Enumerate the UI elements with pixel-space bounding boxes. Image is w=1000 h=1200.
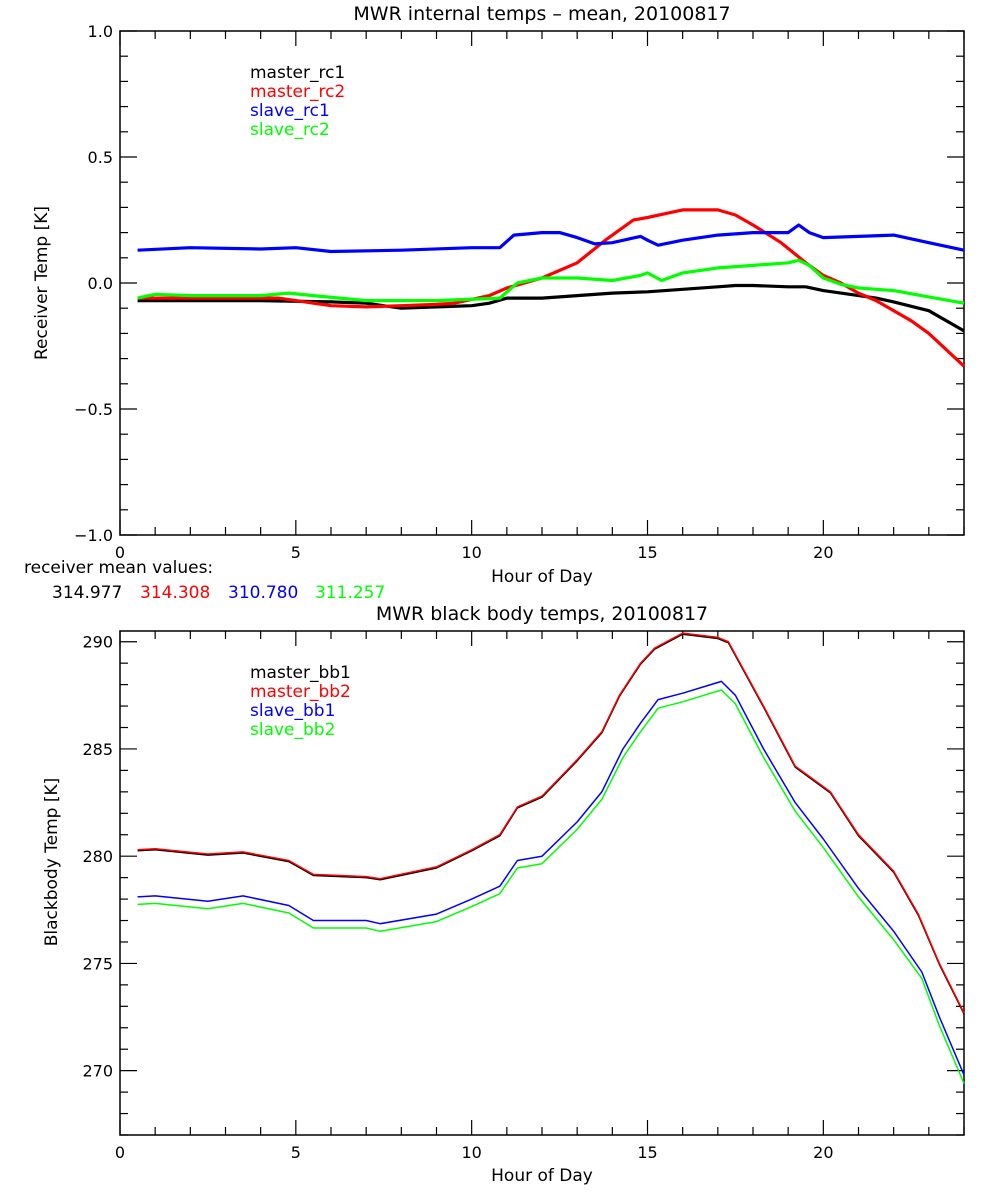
- x-tick-label: 15: [637, 1143, 657, 1162]
- plot-frame: [119, 630, 965, 1136]
- receiver-mean-value: 310.780: [228, 583, 298, 603]
- y-tick-label: 275: [82, 954, 113, 973]
- legend-item-master-bb2: master_bb2: [250, 682, 351, 702]
- x-tick-label: 5: [291, 543, 301, 562]
- series-line-master-bb2: [137, 632, 965, 1014]
- series-line-slave-bb1: [137, 680, 965, 1076]
- y-axis-label: Blackbody Temp [K]: [42, 778, 62, 947]
- series-line-slave-bb2: [137, 689, 965, 1084]
- y-tick-label: 285: [82, 740, 113, 759]
- receiver-mean-value: 314.308: [140, 583, 210, 603]
- y-tick-label: 1.0: [88, 22, 113, 41]
- x-tick-label: 0: [115, 543, 125, 562]
- chart-title: MWR black body temps, 20100817: [376, 603, 708, 625]
- legend-item-master-rc1: master_rc1: [250, 63, 345, 83]
- x-tick-label: 15: [637, 543, 657, 562]
- receiver-mean-label: receiver mean values:: [24, 558, 213, 578]
- x-tick-label: 20: [813, 543, 833, 562]
- series-line-slave-rc2: [137, 258, 965, 305]
- chart-title: MWR internal temps – mean, 20100817: [353, 3, 730, 25]
- x-tick-label: 20: [813, 1143, 833, 1162]
- legend-item-master-bb1: master_bb1: [250, 663, 351, 683]
- series-line-master-rc1: [137, 283, 965, 333]
- x-tick-label: 10: [461, 543, 481, 562]
- series-line-slave-rc1: [137, 223, 965, 254]
- y-axis-label: Receiver Temp [K]: [32, 206, 52, 360]
- y-tick-label: −1.0: [74, 526, 113, 545]
- receiver-mean-values: 314.977 314.308 310.780 311.257: [52, 583, 385, 603]
- legend-item-slave-bb1: slave_bb1: [250, 701, 335, 721]
- legend-item-slave-bb2: slave_bb2: [250, 720, 335, 740]
- y-tick-label: 280: [82, 847, 113, 866]
- y-tick-label: 0.5: [88, 148, 113, 167]
- legend-item-master-rc2: master_rc2: [250, 82, 345, 102]
- x-tick-label: 0: [115, 1143, 125, 1162]
- x-tick-label: 5: [291, 1143, 301, 1162]
- x-tick-label: 10: [461, 1143, 481, 1162]
- y-tick-label: −0.5: [74, 400, 113, 419]
- receiver-mean-value: 314.977: [52, 583, 122, 603]
- receiver-mean-value: 311.257: [315, 583, 385, 603]
- y-tick-label: 270: [82, 1062, 113, 1081]
- x-axis-label: Hour of Day: [491, 567, 593, 587]
- y-tick-label: 0.0: [88, 274, 113, 293]
- legend-item-slave-rc1: slave_rc1: [250, 101, 330, 121]
- x-axis-label: Hour of Day: [491, 1166, 593, 1186]
- receiver-temp-chart: MWR internal temps – mean, 20100817 0 5 10…: [24, 3, 966, 603]
- y-tick-label: 290: [82, 633, 113, 652]
- blackbody-temp-chart: MWR black body temps, 20100817 0 5 10 15 20 …: [42, 603, 965, 1186]
- legend-item-slave-rc2: slave_rc2: [250, 120, 330, 140]
